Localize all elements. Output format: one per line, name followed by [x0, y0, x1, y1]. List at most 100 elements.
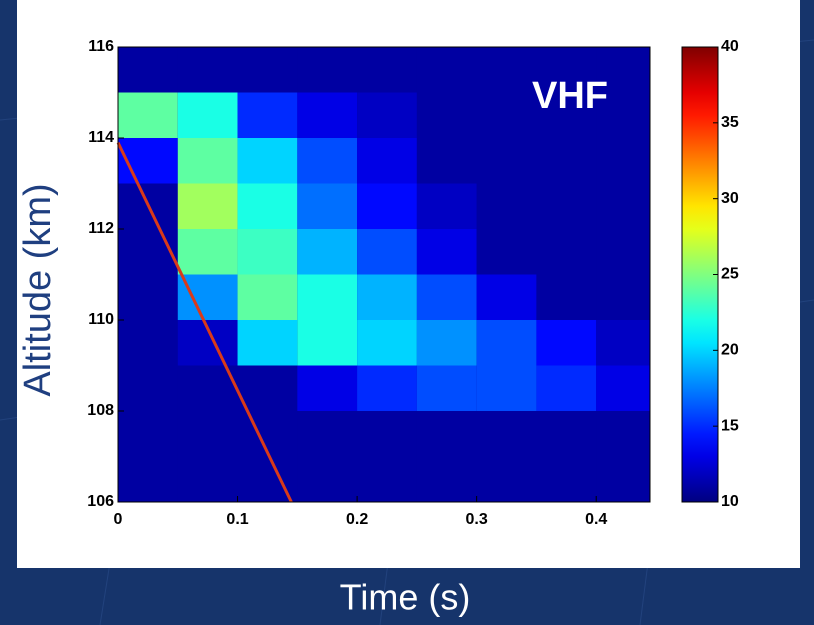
heatmap-cell	[237, 183, 298, 229]
heatmap-cell	[476, 274, 537, 320]
heatmap-cell	[297, 92, 358, 138]
y-tick-label: 106	[87, 493, 114, 510]
heatmap-cell	[357, 47, 417, 93]
heatmap-cell	[476, 320, 537, 366]
x-axis-label: Time (s)	[340, 577, 471, 618]
heatmap-cell	[416, 183, 477, 229]
heatmap-cell	[476, 229, 537, 275]
heatmap-cell	[177, 229, 238, 275]
heatmap-cell	[237, 320, 298, 366]
heatmap-cell	[476, 92, 537, 138]
colorbar-tick-label: 20	[721, 342, 739, 359]
heatmap-cell	[596, 411, 650, 457]
heatmap-cell	[118, 365, 178, 411]
heatmap-cell	[237, 274, 298, 320]
heatmap-cell	[297, 47, 358, 93]
heatmap-cell	[476, 456, 537, 502]
heatmap-cell	[596, 365, 650, 411]
heatmap-cell	[536, 411, 597, 457]
heatmap-cell	[297, 411, 358, 457]
heatmap-cell	[357, 138, 417, 184]
heatmap-cell	[536, 92, 597, 138]
annotation: VHF	[532, 75, 608, 117]
colorbar-tick-label: 35	[721, 114, 739, 131]
heatmap-cell	[297, 365, 358, 411]
heatmap-cell	[297, 183, 358, 229]
heatmap-cell	[536, 138, 597, 184]
heatmap-cell	[596, 47, 650, 93]
heatmap-cell	[596, 320, 650, 366]
x-tick-label: 0.2	[346, 511, 368, 528]
heatmap-cell	[297, 274, 358, 320]
heatmap-cell	[118, 92, 178, 138]
y-tick-label: 110	[88, 311, 114, 328]
heatmap-cell	[476, 183, 537, 229]
heatmap-cell	[596, 183, 650, 229]
heatmap-cell	[357, 320, 417, 366]
plot-frame	[117, 46, 651, 503]
heatmap-cell	[177, 47, 238, 93]
heatmap-cell	[237, 229, 298, 275]
heatmap-cell	[297, 138, 358, 184]
heatmap-cell	[416, 411, 477, 457]
heatmap-cell	[416, 456, 477, 502]
heatmap-cell	[536, 365, 597, 411]
x-tick-label: 0	[114, 511, 123, 528]
heatmap-cell	[237, 138, 298, 184]
heatmap-cell	[118, 456, 178, 502]
heatmap-cell	[357, 92, 417, 138]
heatmap-cell	[357, 411, 417, 457]
heatmap-cell	[596, 229, 650, 275]
heatmap-cell	[177, 138, 238, 184]
heatmap-cell	[177, 274, 238, 320]
colorbar-tick-label: 30	[721, 190, 739, 207]
heatmap-cell	[416, 138, 477, 184]
heatmap-cell	[416, 229, 477, 275]
heatmap-cell	[536, 274, 597, 320]
heatmap-cell	[476, 411, 537, 457]
heatmap-cell	[177, 92, 238, 138]
heatmap-cell	[416, 320, 477, 366]
y-axis-label: Altitude (km)	[17, 183, 59, 396]
heatmap-cell	[536, 320, 597, 366]
heatmap-cell	[237, 92, 298, 138]
heatmap-cell	[476, 138, 537, 184]
x-tick-label: 0.3	[466, 511, 488, 528]
heatmap-cell	[596, 274, 650, 320]
heatmap-cell	[596, 456, 650, 502]
trail-line	[116, 141, 293, 503]
heatmap-cell	[118, 411, 178, 457]
heatmap-cell	[118, 320, 178, 366]
x-tick-label: 0.1	[226, 511, 248, 528]
heatmap-cell	[357, 229, 417, 275]
heatmap-cell	[357, 365, 417, 411]
colorbar	[681, 46, 719, 503]
heatmap-cell	[416, 92, 477, 138]
y-tick-label: 116	[88, 38, 114, 55]
colorbar-tick-label: 25	[721, 266, 739, 283]
y-tick-label: 112	[88, 220, 114, 237]
heatmap-cell	[297, 229, 358, 275]
heatmap-cell	[237, 365, 298, 411]
heatmap-cell	[237, 47, 298, 93]
heatmap-cell	[177, 183, 238, 229]
heatmap-cell	[177, 456, 238, 502]
heatmap-cell	[596, 138, 650, 184]
heatmap-cell	[476, 365, 537, 411]
heatmap-cell	[118, 47, 178, 93]
heatmap-cell	[357, 183, 417, 229]
colorbar-tick-label: 40	[721, 38, 739, 55]
y-tick-label: 114	[88, 129, 114, 146]
heatmap-cell	[357, 274, 417, 320]
heatmap-cell	[416, 274, 477, 320]
heatmap-cell	[357, 456, 417, 502]
colorbar-tick-label: 15	[721, 417, 739, 434]
heatmap-cell	[536, 456, 597, 502]
heatmap-cell	[177, 411, 238, 457]
heatmap-cell	[237, 411, 298, 457]
heatmap-cell	[596, 92, 650, 138]
heatmap-cell	[536, 229, 597, 275]
heatmap-cell	[297, 320, 358, 366]
heatmap-cell	[118, 274, 178, 320]
